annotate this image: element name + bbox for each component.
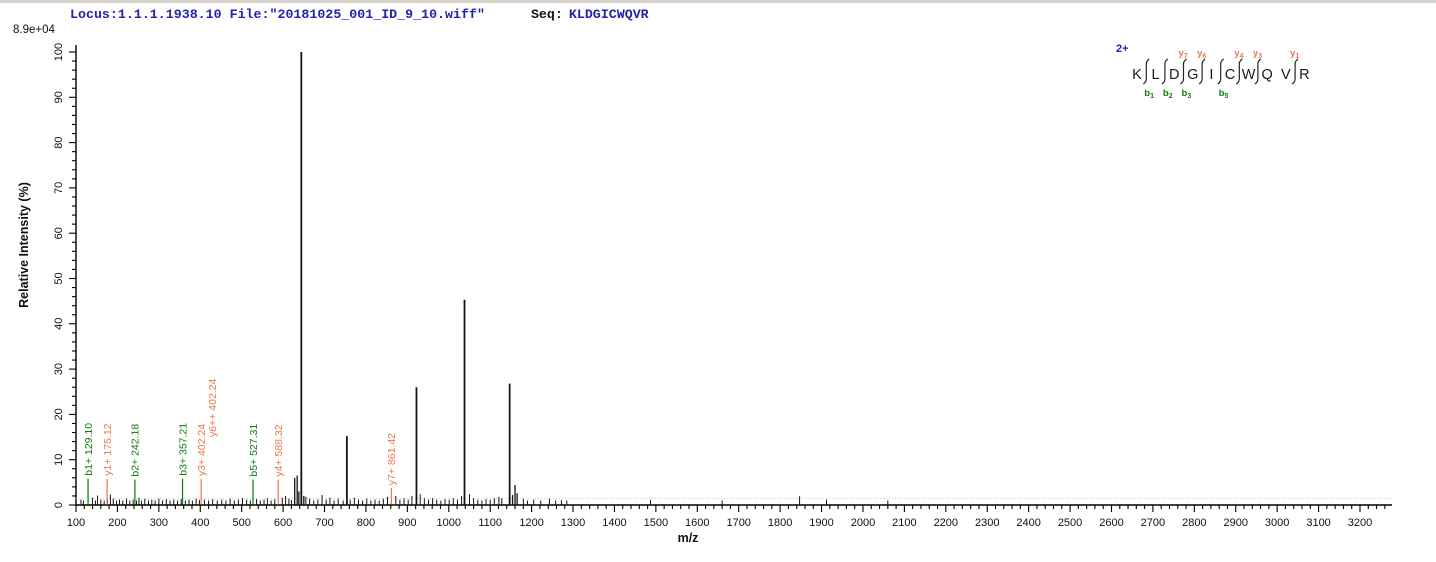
fragment-divider xyxy=(1217,58,1225,85)
residue-letter: R xyxy=(1299,67,1309,83)
x-tick-label: 300 xyxy=(150,517,168,529)
residue-letter: D xyxy=(1169,67,1179,83)
y-tick-label: 30 xyxy=(53,363,65,375)
x-tick-label: 2000 xyxy=(851,517,875,529)
fragment-divider xyxy=(1235,58,1243,85)
b-ion-marker: b5 xyxy=(1219,88,1229,100)
sequence-value: KLDGICWQVR xyxy=(568,7,649,22)
fragment-divider xyxy=(1161,58,1169,85)
y-tick-label: 50 xyxy=(53,272,65,284)
x-tick-label: 700 xyxy=(315,517,333,529)
x-tick-label: 2800 xyxy=(1182,517,1206,529)
y-tick-label: 70 xyxy=(53,182,65,194)
x-tick-label: 1300 xyxy=(561,517,585,529)
x-tick-label: 2400 xyxy=(1016,517,1040,529)
residue-letter: L xyxy=(1152,67,1160,83)
y-tick-label: 60 xyxy=(53,227,65,239)
peak-annotation-label: y4+ 588.32 xyxy=(273,424,285,476)
y-ion-marker: y4 xyxy=(1234,48,1243,60)
b-ion-marker: b2 xyxy=(1163,88,1173,100)
x-axis-title: m/z xyxy=(677,531,699,545)
y-tick-label: 10 xyxy=(53,454,65,466)
y-tick-label: 40 xyxy=(53,318,65,330)
fragment-divider xyxy=(1291,58,1299,85)
x-tick-label: 1400 xyxy=(602,517,626,529)
x-tick-label: 400 xyxy=(191,517,209,529)
residue-letter: K xyxy=(1132,67,1142,83)
y-ticks-group: 0 10 20 30 40 50 60 70 80 90 100 xyxy=(53,43,76,508)
peak-annotation-label: y3+ 402.24 xyxy=(196,424,208,476)
y-tick-label: 100 xyxy=(53,43,65,61)
peak-annotation-label: b3+ 357.21 xyxy=(177,423,189,476)
y-ion-marker: y7 xyxy=(1179,48,1188,60)
peak-annotation-label-secondary: y6++ 402.24 xyxy=(207,378,219,437)
x-tick-label: 1200 xyxy=(519,517,543,529)
y-tick-label: 80 xyxy=(53,136,65,148)
x-tick-label: 2100 xyxy=(892,517,916,529)
sequence-fragment-panel: 2+K L D G I C W Q V Rb1 b2 y7 b3 y6 b5 y4 y3 y1 xyxy=(1116,43,1310,100)
y-ion-marker: y1 xyxy=(1290,48,1299,60)
x-tick-label: 3100 xyxy=(1306,517,1330,529)
x-tick-label: 2600 xyxy=(1099,517,1123,529)
x-tick-label: 1800 xyxy=(768,517,792,529)
residue-letter: W xyxy=(1242,67,1256,83)
intensity-max-counts-label: 8.9e+04 xyxy=(13,24,55,36)
seq-label: Seq: xyxy=(530,7,563,22)
y-tick-label: 0 xyxy=(53,502,65,508)
spectrum-header: Locus:1.1.1.1938.10 File:"20181025_001_I… xyxy=(70,7,649,22)
peak-annotation-label: b5+ 527.31 xyxy=(248,424,260,477)
y-ion-marker: y3 xyxy=(1253,48,1262,60)
peak-annotation-label: b2+ 242.18 xyxy=(130,424,142,477)
x-tick-label: 2700 xyxy=(1141,517,1165,529)
peak-annotation-label: y7+ 861.42 xyxy=(386,433,398,485)
residue-letter: I xyxy=(1209,67,1213,83)
x-tick-label: 2500 xyxy=(1058,517,1082,529)
precursor-charge-label: 2+ xyxy=(1116,43,1129,55)
y-tick-label: 90 xyxy=(53,91,65,103)
x-tick-label: 100 xyxy=(67,517,85,529)
peak-annotation-label: y1+ 175.12 xyxy=(102,423,114,475)
fragment-divider xyxy=(1254,58,1262,85)
x-tick-label: 2900 xyxy=(1223,517,1247,529)
x-tick-label: 1900 xyxy=(809,517,833,529)
fragment-divider xyxy=(1180,58,1187,85)
x-tick-label: 1100 xyxy=(478,517,502,529)
x-ticks-group: 100 200 300 400 500 600 700 800 900 1000 1100 1200 1… xyxy=(67,505,1386,529)
x-tick-label: 1600 xyxy=(685,517,709,529)
window-edge-strip xyxy=(0,0,1436,3)
x-tick-label: 900 xyxy=(398,517,416,529)
residue-letter: G xyxy=(1187,67,1198,83)
b-ion-marker: b1 xyxy=(1144,88,1154,100)
residue-letter: V xyxy=(1281,67,1291,83)
x-tick-label: 600 xyxy=(274,517,292,529)
x-tick-label: 3200 xyxy=(1348,517,1372,529)
peak-annotation-label: b1+ 129.10 xyxy=(83,423,95,476)
annotated-peaks-group: b1+ 129.10 y1+ 175.12 b2+ 242.18 b3+ 357.21… xyxy=(83,378,398,505)
residue-letter: C xyxy=(1225,67,1235,83)
x-tick-label: 1700 xyxy=(726,517,750,529)
noise-peaks-group xyxy=(80,494,889,505)
x-tick-label: 3000 xyxy=(1265,517,1289,529)
b-ion-marker: b3 xyxy=(1182,88,1192,100)
fragment-divider xyxy=(1198,58,1206,85)
y-tick-label: 20 xyxy=(53,408,65,420)
major-peaks-group xyxy=(294,52,518,505)
x-tick-label: 800 xyxy=(357,517,375,529)
residue-letter: Q xyxy=(1262,67,1273,83)
x-tick-label: 500 xyxy=(232,517,250,529)
locus-file-label: Locus:1.1.1.1938.10 File:"20181025_001_I… xyxy=(70,7,485,22)
x-tick-label: 2300 xyxy=(975,517,999,529)
x-tick-label: 2200 xyxy=(934,517,958,529)
y-ion-marker: y6 xyxy=(1197,48,1206,60)
fragment-divider xyxy=(1142,58,1150,85)
x-tick-label: 1500 xyxy=(644,517,668,529)
x-tick-label: 1000 xyxy=(437,517,461,529)
x-tick-label: 200 xyxy=(108,517,126,529)
